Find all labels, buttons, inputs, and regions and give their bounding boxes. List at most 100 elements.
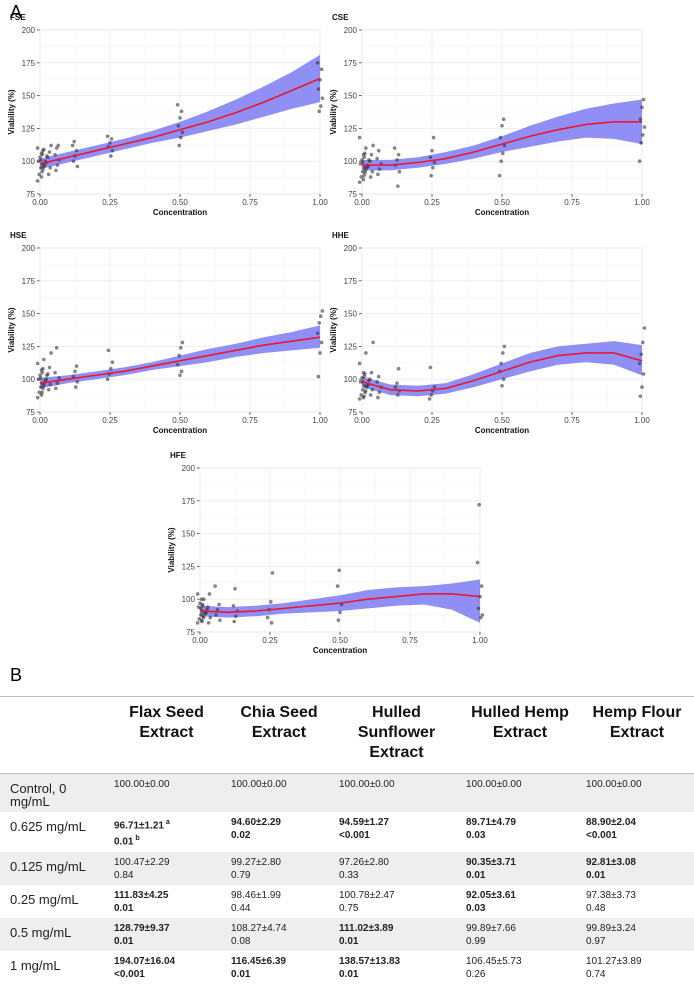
cell-p-value: 0.01 (586, 869, 606, 881)
table-row: 0.25 mg/mL 111.83±4.25 0.01 98.46±1.99 0.44 1… (0, 885, 694, 918)
y-tick-label: 125 (344, 342, 358, 351)
data-point (70, 143, 75, 148)
data-point (217, 602, 221, 607)
x-tick-label: 0.75 (564, 416, 580, 425)
data-point (198, 606, 203, 611)
data-point (74, 148, 79, 153)
cell-p-value: 0.75 (339, 902, 359, 914)
x-tick-label: 0.25 (262, 636, 278, 645)
data-point (376, 374, 381, 379)
data-point (642, 326, 647, 330)
cell-p-value: 0.03 (466, 830, 486, 841)
cell-value: 92.05±3.61 (466, 889, 516, 901)
data-point (270, 571, 275, 575)
table-cell: 90.35±3.71 0.01 (460, 851, 580, 885)
row-label: Control, 0 mg/mL (0, 773, 108, 812)
header-cell-hemp-flour: Hemp Flour Extract (592, 704, 682, 741)
cell-value: 88.90±2.04 (586, 817, 636, 828)
table-row: 0.625 mg/mL 96.71±1.21 a 0.01 b 94.60±2.29 0… (0, 812, 694, 852)
data-point (46, 387, 51, 392)
data-point (47, 365, 52, 370)
data-point (53, 370, 57, 375)
data-point (641, 372, 646, 376)
data-point (336, 618, 341, 622)
data-point (234, 614, 238, 619)
data-point (637, 159, 642, 163)
cell-value: 111.02±3.89 (339, 922, 394, 934)
y-axis-label: Viability (%) (7, 89, 16, 135)
table-header-row: Flax Seed Extract Chia Seed Extract Hull… (0, 696, 694, 774)
table-cell: 100.78±2.47 0.75 (333, 885, 460, 918)
cell-value: 100.00±0.00 (466, 779, 522, 790)
data-point (642, 125, 647, 129)
data-point (105, 134, 110, 139)
data-point (320, 96, 325, 101)
data-point (35, 395, 40, 400)
data-point (641, 133, 645, 137)
data-point (502, 143, 507, 148)
data-point (108, 141, 112, 145)
x-tick-label: 0.50 (494, 198, 510, 207)
chart-title: CSE (332, 13, 349, 22)
data-point (53, 152, 57, 157)
data-point (35, 146, 40, 150)
data-point (480, 613, 485, 617)
cell-value: 96.71±1.21 (114, 820, 164, 832)
data-point (175, 362, 180, 367)
table-cell: 128.79±9.37 0.01 (108, 917, 225, 951)
y-tick-label: 200 (22, 26, 36, 35)
x-tick-label: 0.25 (424, 416, 440, 425)
cell-p-value: 0.33 (339, 869, 359, 881)
cell-p-value: 0.01 (231, 968, 251, 980)
results-table-wrap: Flax Seed Extract Chia Seed Extract Hull… (0, 696, 694, 984)
data-point (41, 148, 45, 153)
data-point (179, 345, 183, 350)
data-point (178, 116, 182, 120)
data-point (395, 381, 399, 385)
data-point (357, 397, 362, 401)
data-point (35, 361, 40, 366)
data-point (376, 148, 381, 153)
y-axis-label: Viability (%) (167, 527, 176, 573)
cell-value: 99.89±7.66 (466, 922, 516, 934)
data-point (370, 169, 375, 174)
cell-p-value: <0.001 (586, 830, 617, 841)
data-point (395, 158, 399, 162)
data-point (641, 97, 646, 102)
data-point (375, 156, 379, 161)
data-point (393, 385, 398, 389)
fit-line (362, 121, 642, 166)
y-tick-label: 200 (182, 464, 196, 473)
table-cell: 111.02±3.89 0.01 (333, 917, 460, 951)
table-cell: 94.60±2.29 0.02 (225, 812, 333, 852)
cell-value: 194.07±16.04 (114, 955, 176, 967)
data-point (375, 380, 379, 384)
cell-p-value: 0.01 (114, 836, 134, 848)
data-point (214, 613, 218, 617)
cell-value: 94.60±2.29 (231, 817, 281, 828)
fit-line (361, 352, 643, 392)
data-point (49, 351, 53, 355)
data-point (377, 390, 382, 395)
data-point (335, 584, 340, 588)
data-point (40, 370, 45, 375)
x-tick-label: 0.00 (354, 416, 370, 425)
data-point (364, 146, 368, 150)
cell-p-value: 0.79 (231, 869, 251, 881)
y-tick-label: 150 (22, 310, 36, 319)
data-point (109, 366, 113, 371)
data-point (392, 146, 397, 150)
data-point (499, 159, 503, 163)
data-point (177, 143, 181, 148)
data-point (315, 61, 320, 65)
data-point (40, 152, 45, 157)
data-point (48, 165, 53, 170)
data-point (362, 155, 367, 160)
data-point (361, 387, 365, 392)
data-point (176, 123, 181, 128)
data-point (376, 172, 380, 177)
data-point (179, 135, 183, 140)
cell-value: 100.78±2.47 (339, 889, 395, 901)
table-cell: 89.71±4.79 0.03 (460, 812, 580, 852)
data-point (201, 603, 205, 608)
